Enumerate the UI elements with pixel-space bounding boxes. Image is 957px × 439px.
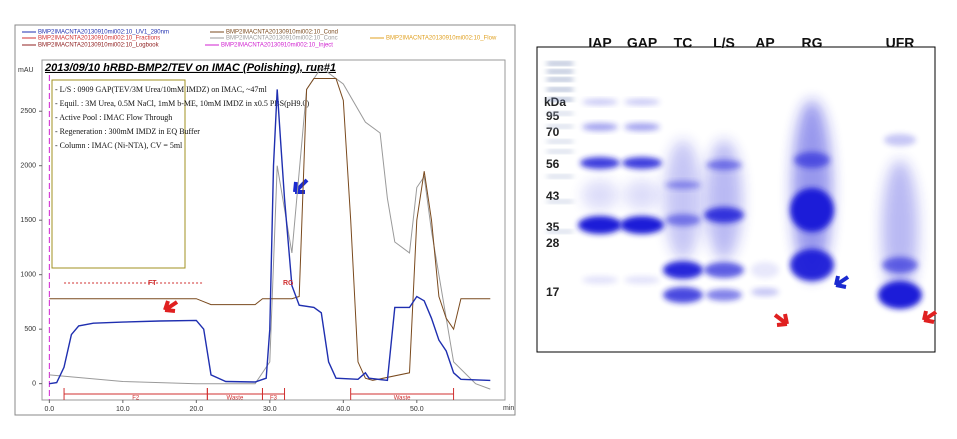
- y-tick-label: 2000: [20, 163, 36, 170]
- ladder-band: [547, 150, 573, 153]
- fraction-label: Waste: [227, 396, 244, 402]
- lane-label: IAP: [588, 35, 611, 51]
- x-tick-label: 10.0: [116, 406, 130, 413]
- gel-band: [622, 157, 662, 169]
- legend-label: BMP2IMACNTA20130910mi002:10_Inject: [221, 43, 333, 49]
- y-tick-label: 0: [32, 380, 36, 387]
- plot-area: [41, 59, 506, 401]
- gel-band: [751, 288, 779, 296]
- gel-band: [704, 262, 744, 278]
- gel-band: [665, 140, 701, 260]
- gel-band: [665, 181, 701, 189]
- gel-band: [882, 257, 918, 273]
- note: - Regeneration : 300mM IMDZ in EQ Buffer: [55, 127, 200, 136]
- marker-unit: kDa: [544, 95, 566, 109]
- legend-label: BMP2IMACNTA20130910mi002:10_Conc: [226, 36, 338, 42]
- y-tick-label: 1000: [20, 272, 36, 279]
- series-line: [49, 66, 491, 390]
- lane-label: TC: [674, 35, 693, 51]
- gel-band: [884, 134, 916, 146]
- marker-label: 95: [546, 109, 560, 123]
- marker-label: 17: [546, 285, 560, 299]
- ladder-band: [547, 175, 573, 178]
- arrow: [922, 310, 938, 324]
- legend-label: BMP2IMACNTA20130910mi002:10_Logbook: [38, 43, 160, 49]
- gel-band: [706, 140, 742, 260]
- lane-label: GAP: [627, 35, 657, 51]
- ladder-band: [547, 98, 573, 101]
- y-tick-label: 500: [24, 326, 36, 333]
- gel-band: [706, 289, 742, 301]
- x-tick-label: 30.0: [263, 406, 277, 413]
- ladder-band: [547, 140, 573, 143]
- gel-band: [578, 216, 622, 234]
- gel-band: [582, 276, 618, 284]
- fraction-label: Waste: [394, 396, 411, 402]
- gel-band: [582, 123, 618, 131]
- marker-label: 28: [546, 236, 560, 250]
- note: - L/S : 0909 GAP(TEV/3M Urea/10mM IMDZ) …: [55, 85, 268, 94]
- legend-label: BMP2IMACNTA20130910mi002:10_Cond: [226, 30, 338, 36]
- series-line: [49, 78, 491, 381]
- gel-band: [580, 157, 620, 169]
- ladder-band: [547, 62, 573, 65]
- ladder-band: [547, 70, 573, 73]
- gel-band: [582, 99, 618, 105]
- x-tick-label: 50.0: [410, 406, 424, 413]
- notes-box: [51, 79, 186, 269]
- gel-band: [790, 249, 834, 281]
- x-unit: min: [503, 405, 514, 412]
- gel-band: [794, 152, 830, 168]
- gel-band: [751, 262, 779, 278]
- gel-band: [665, 214, 701, 226]
- arrow: [773, 313, 789, 327]
- gel-band: [790, 188, 834, 232]
- series-line: [49, 89, 491, 385]
- gel-band: [663, 287, 703, 303]
- lane-label: L/S: [713, 35, 735, 51]
- x-tick-label: 20.0: [190, 406, 204, 413]
- y-tick-label: 1500: [20, 217, 36, 224]
- note: - Column : IMAC (Ni-NTA), CV = 5ml: [55, 141, 183, 150]
- ladder-band: [547, 88, 573, 91]
- ladder-band: [547, 230, 573, 233]
- gel-band: [663, 261, 703, 279]
- ladder-band: [547, 200, 573, 203]
- y-unit: mAU: [18, 67, 34, 74]
- ladder-band: [547, 78, 573, 81]
- gel-band: [882, 160, 918, 300]
- y-tick-label: 2500: [20, 108, 36, 115]
- x-tick-label: 40.0: [337, 406, 351, 413]
- fraction-label: F3: [270, 396, 278, 402]
- note: - Equil. : 3M Urea, 0.5M NaCl, 1mM b-ME,…: [55, 99, 310, 108]
- gel-band: [620, 216, 664, 234]
- lane-label: AP: [755, 35, 774, 51]
- arrow: [163, 300, 179, 313]
- ladder-band: [547, 125, 573, 128]
- legend-label: BMP2IMACNTA20130910mi002:10_Fractions: [38, 36, 160, 42]
- gel-band: [624, 99, 660, 105]
- gel-band: [624, 180, 660, 210]
- gel-band: [704, 207, 744, 223]
- arrow: [834, 275, 850, 289]
- note: - Active Pool : IMAC Flow Through: [55, 113, 172, 122]
- gel-band: [706, 160, 742, 170]
- marker-label: 43: [546, 189, 560, 203]
- gel-band: [624, 276, 660, 284]
- legend-label: BMP2IMACNTA20130910mi002:10_Flow: [386, 36, 497, 42]
- lane-label: UFR: [886, 35, 915, 51]
- legend-label: BMP2IMACNTA20130910mi002:10_UV1_280nm: [38, 30, 169, 36]
- gel-band: [624, 123, 660, 131]
- ladder-band: [547, 112, 573, 115]
- x-tick-label: 0.0: [44, 406, 54, 413]
- gel-band: [878, 281, 922, 309]
- marker-label: 56: [546, 157, 560, 171]
- annotation: RG: [283, 280, 294, 287]
- gel-band: [582, 180, 618, 210]
- lane-label: RG: [802, 35, 823, 51]
- chart-title: 2013/09/10 hRBD-BMP2/TEV on IMAC (Polish…: [44, 62, 336, 74]
- fraction-label: F2: [132, 396, 140, 402]
- marker-label: 70: [546, 125, 560, 139]
